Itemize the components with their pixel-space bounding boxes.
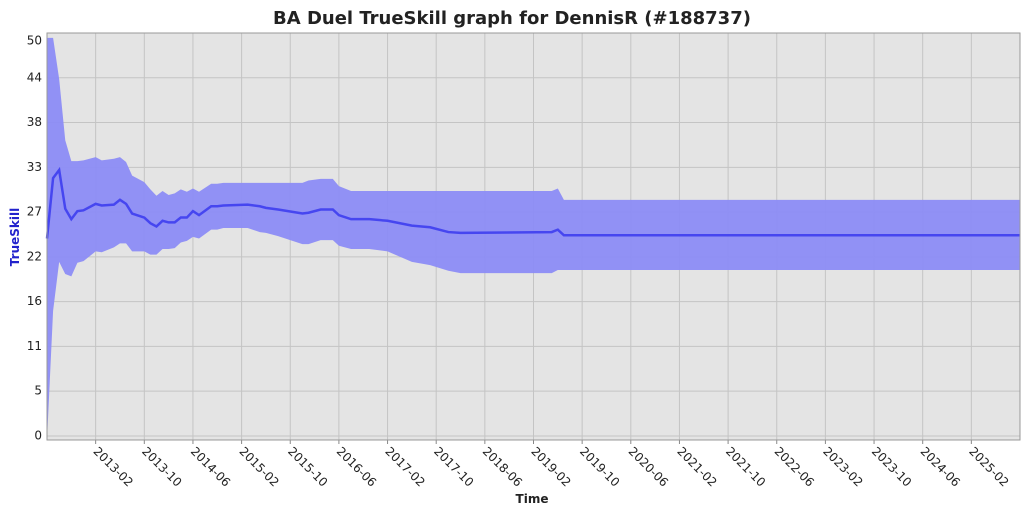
- y-axis-label: TrueSkill: [8, 208, 22, 266]
- line: [45, 166, 1020, 239]
- y-tick-label: 50: [27, 34, 42, 48]
- y-tick-label: 27: [27, 205, 42, 219]
- plot-border: [46, 32, 1021, 441]
- y-tick-label: 38: [27, 115, 42, 129]
- chart-title: BA Duel TrueSkill graph for DennisR (#18…: [273, 8, 751, 29]
- y-tick-label: 0: [34, 428, 42, 442]
- uncertainty-band: [47, 37, 1020, 441]
- y-tick-label: 22: [27, 249, 42, 263]
- y-tick-label: 33: [27, 160, 42, 174]
- x-axis-label: Time: [516, 492, 549, 506]
- y-tick-label: 44: [27, 70, 42, 84]
- y-tick-label: 5: [34, 384, 42, 398]
- y-tick-label: 11: [27, 339, 42, 353]
- y-tick-label: 16: [27, 294, 42, 308]
